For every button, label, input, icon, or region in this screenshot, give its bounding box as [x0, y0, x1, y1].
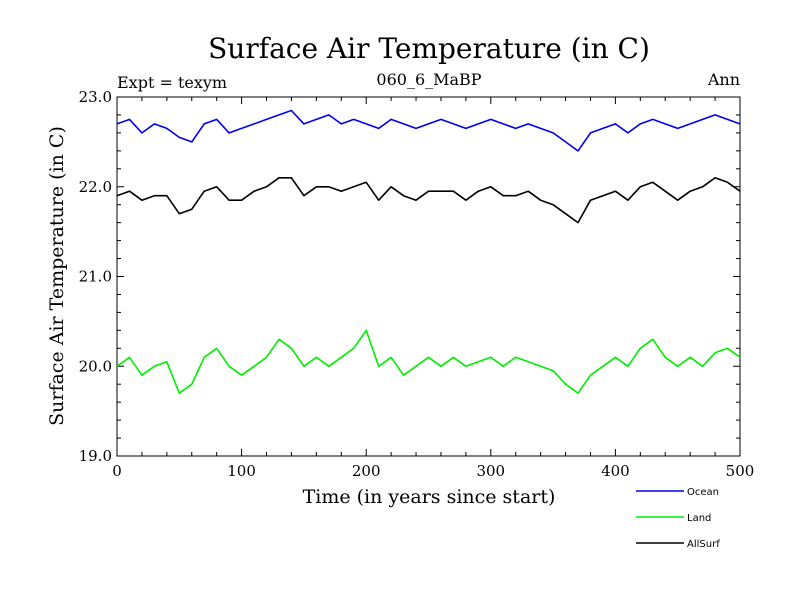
- y-tick-label: 22.0: [79, 178, 112, 196]
- legend-label-allsurf: AllSurf: [687, 539, 720, 550]
- series-line-allsurf: [116, 177, 741, 224]
- x-tick-label: 400: [601, 462, 630, 480]
- y-tick-label: 23.0: [79, 88, 112, 106]
- legend-label-ocean: Ocean: [687, 487, 719, 498]
- x-tick-label: 500: [726, 462, 755, 480]
- axes: 0 100 200 300 400 500 19.0 20.0 21.0 22.0 23.0: [79, 88, 755, 480]
- series-line-ocean: [116, 109, 741, 152]
- plot-frame: [116, 96, 741, 457]
- x-axis-label: Time (in years since start): [303, 486, 556, 508]
- x-tick-label: 0: [112, 462, 122, 480]
- legend-label-land: Land: [687, 513, 711, 524]
- legend: Ocean Land AllSurf: [636, 487, 720, 550]
- x-tick-label: 100: [227, 462, 256, 480]
- y-tick-label: 19.0: [79, 447, 112, 465]
- series-layer: [116, 109, 741, 395]
- experiment-label: Expt = texym: [117, 73, 227, 92]
- chart-title: Surface Air Temperature (in C): [208, 32, 650, 65]
- run-label: 060_6_MaBP: [376, 70, 481, 89]
- x-tick-label: 200: [352, 462, 381, 480]
- y-tick-label: 20.0: [79, 357, 112, 375]
- x-tick-label: 300: [476, 462, 505, 480]
- y-tick-label: 21.0: [79, 268, 112, 286]
- series-line-land: [116, 329, 741, 395]
- period-label: Ann: [707, 70, 740, 89]
- y-axis-label: Surface Air Temperature (in C): [46, 126, 68, 426]
